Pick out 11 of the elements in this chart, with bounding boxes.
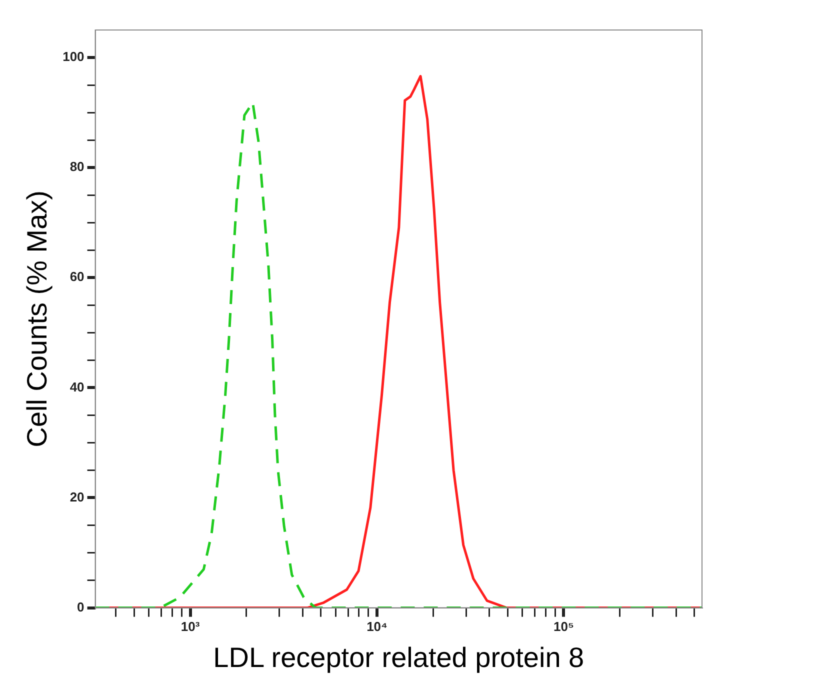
y-tick-label: 40 xyxy=(70,379,84,394)
y-axis-title: Cell Counts (% Max) xyxy=(22,190,53,448)
x-axis-title: LDL receptor related protein 8 xyxy=(213,642,584,673)
x-tick-label: 10³ xyxy=(180,619,200,634)
y-tick-label: 0 xyxy=(77,599,84,614)
y-tick-label: 60 xyxy=(70,269,84,284)
x-tick-label: 10⁴ xyxy=(366,619,388,634)
y-tick-label: 100 xyxy=(62,49,84,64)
x-tick-label: 10⁵ xyxy=(553,619,574,634)
y-tick-label: 80 xyxy=(70,159,84,174)
y-tick-label: 20 xyxy=(70,489,84,504)
